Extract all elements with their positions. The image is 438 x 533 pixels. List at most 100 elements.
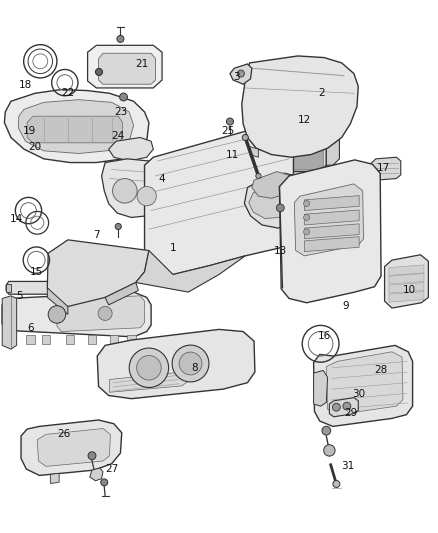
Polygon shape	[230, 64, 252, 84]
Polygon shape	[242, 56, 358, 157]
Polygon shape	[2, 296, 17, 349]
Text: 21: 21	[136, 59, 149, 69]
Text: 25: 25	[221, 126, 234, 135]
Polygon shape	[145, 123, 293, 274]
Polygon shape	[6, 284, 11, 292]
Polygon shape	[385, 255, 428, 308]
Circle shape	[115, 223, 121, 230]
Text: 27: 27	[105, 464, 118, 474]
Circle shape	[129, 348, 169, 387]
Polygon shape	[90, 468, 103, 481]
Text: 20: 20	[28, 142, 42, 151]
Polygon shape	[105, 282, 138, 305]
Circle shape	[101, 479, 108, 486]
Polygon shape	[110, 372, 191, 392]
Polygon shape	[21, 420, 122, 475]
Text: 14: 14	[10, 214, 23, 223]
Polygon shape	[244, 173, 311, 228]
Text: 9: 9	[343, 302, 350, 311]
Polygon shape	[6, 281, 77, 294]
Text: 8: 8	[191, 363, 198, 373]
Text: 6: 6	[27, 323, 34, 333]
Polygon shape	[88, 45, 162, 88]
Polygon shape	[294, 184, 364, 256]
Text: 28: 28	[374, 366, 388, 375]
Circle shape	[333, 480, 340, 488]
Polygon shape	[47, 288, 68, 314]
Text: 15: 15	[30, 267, 43, 277]
Polygon shape	[279, 160, 381, 303]
Circle shape	[117, 35, 124, 43]
Circle shape	[88, 452, 96, 459]
Text: 10: 10	[403, 286, 416, 295]
Polygon shape	[26, 335, 35, 344]
Circle shape	[304, 200, 310, 207]
Circle shape	[242, 134, 248, 141]
Circle shape	[343, 402, 351, 410]
Circle shape	[322, 426, 331, 435]
Polygon shape	[249, 181, 300, 219]
Polygon shape	[277, 106, 323, 170]
Circle shape	[137, 356, 161, 380]
Polygon shape	[109, 138, 153, 161]
Circle shape	[324, 445, 335, 456]
Text: 23: 23	[114, 107, 127, 117]
Circle shape	[95, 68, 102, 76]
Polygon shape	[389, 282, 424, 293]
Circle shape	[226, 118, 233, 125]
Text: 12: 12	[298, 115, 311, 125]
Polygon shape	[42, 335, 50, 344]
Text: 31: 31	[342, 462, 355, 471]
Text: 4: 4	[159, 174, 166, 183]
Polygon shape	[37, 429, 110, 466]
Polygon shape	[304, 237, 359, 252]
Polygon shape	[389, 292, 424, 302]
Polygon shape	[66, 335, 74, 344]
Circle shape	[256, 173, 261, 179]
Polygon shape	[274, 101, 326, 172]
Polygon shape	[18, 100, 134, 154]
Polygon shape	[314, 345, 413, 426]
Polygon shape	[326, 352, 403, 415]
Text: 7: 7	[93, 230, 100, 239]
Polygon shape	[102, 159, 171, 217]
Text: 11: 11	[226, 150, 239, 159]
Polygon shape	[99, 53, 155, 84]
Polygon shape	[252, 172, 293, 198]
Polygon shape	[88, 335, 96, 344]
Circle shape	[332, 403, 340, 411]
Text: 24: 24	[112, 131, 125, 141]
Text: 19: 19	[23, 126, 36, 135]
Circle shape	[48, 306, 66, 323]
Text: 2: 2	[318, 88, 325, 98]
Circle shape	[120, 93, 127, 101]
Polygon shape	[389, 273, 424, 284]
Polygon shape	[371, 157, 401, 180]
Polygon shape	[2, 292, 151, 337]
Circle shape	[179, 352, 202, 375]
Circle shape	[137, 187, 156, 206]
Polygon shape	[314, 370, 328, 406]
Text: 29: 29	[344, 408, 357, 418]
Circle shape	[172, 345, 209, 382]
Circle shape	[98, 306, 112, 320]
Circle shape	[304, 214, 310, 221]
Text: 18: 18	[19, 80, 32, 90]
Text: 1: 1	[170, 243, 177, 253]
Polygon shape	[136, 251, 245, 292]
Polygon shape	[27, 116, 123, 143]
Text: 16: 16	[318, 331, 331, 341]
Text: 3: 3	[233, 72, 240, 82]
Polygon shape	[280, 93, 333, 101]
Text: 26: 26	[57, 430, 70, 439]
Circle shape	[237, 70, 244, 77]
Polygon shape	[97, 329, 255, 399]
Polygon shape	[389, 265, 424, 276]
Polygon shape	[4, 90, 149, 163]
Text: 30: 30	[353, 390, 366, 399]
Polygon shape	[304, 196, 359, 211]
Polygon shape	[329, 398, 358, 417]
Text: 5: 5	[16, 291, 23, 301]
Polygon shape	[2, 303, 11, 326]
Polygon shape	[47, 240, 149, 306]
